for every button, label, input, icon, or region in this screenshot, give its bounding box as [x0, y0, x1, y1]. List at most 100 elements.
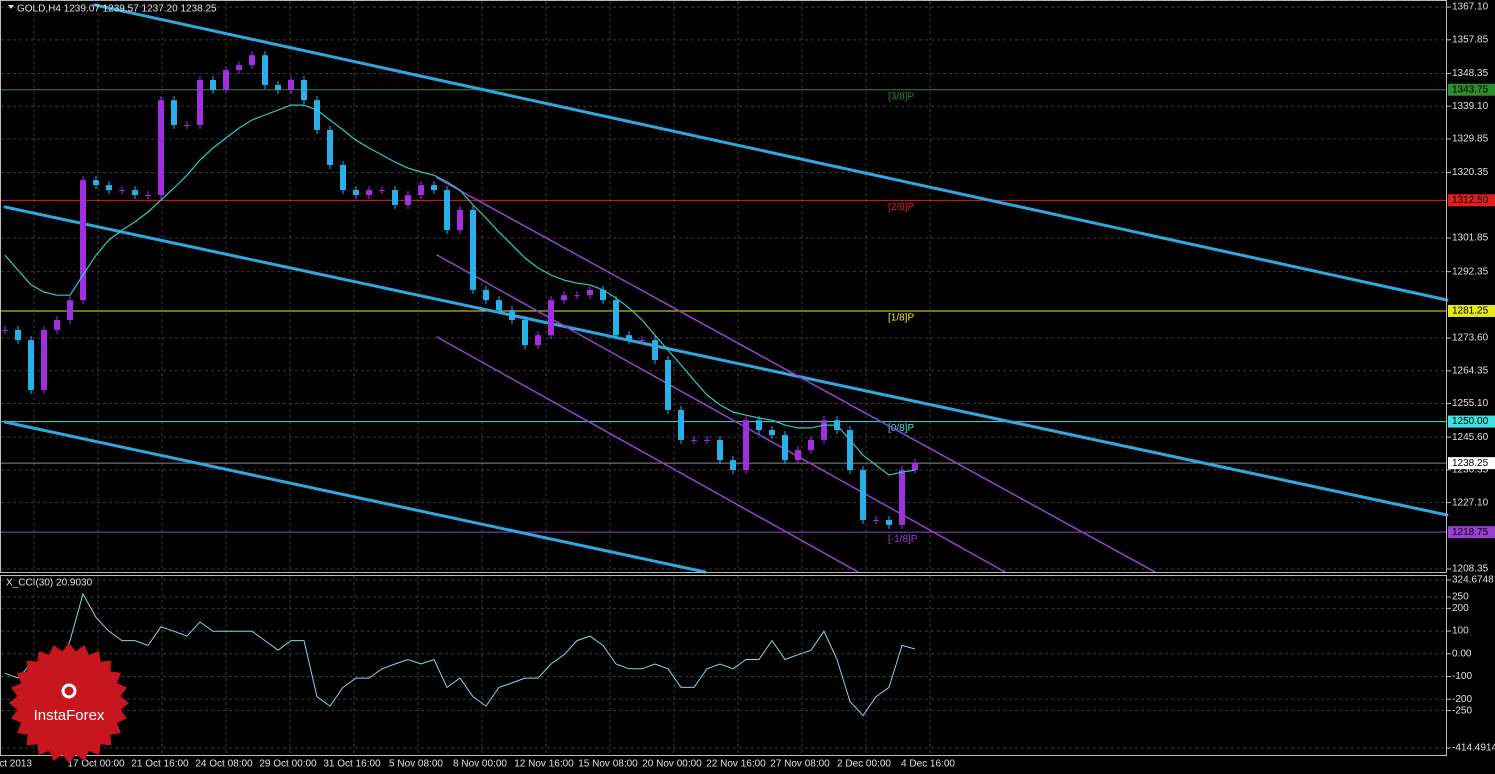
candle-body [782, 435, 788, 461]
candle-body [15, 329, 21, 341]
candle-body [665, 359, 671, 410]
candle-body [340, 164, 346, 191]
x-tick-label: 31 Oct 16:00 [323, 759, 381, 770]
logo-text: InstaForex [34, 707, 105, 724]
candle-body [691, 439, 697, 441]
level-price-label: 1281.25 [1452, 306, 1489, 317]
y-tick-label: 1208.35 [1452, 564, 1489, 575]
y-tick-label: -200 [1452, 694, 1472, 705]
candle-body [405, 195, 411, 205]
candle-body [288, 79, 294, 90]
menu-arrow[interactable] [8, 5, 14, 9]
candle-body [366, 190, 372, 196]
level-price-box [1448, 304, 1495, 317]
levels: [3/8]P [2/8]P [1/8]P [0/8]P [-1/8]P [1, 89, 1447, 545]
y-tick-label: -414.4914 [1452, 743, 1495, 754]
candle-body [457, 209, 463, 231]
candle-body [509, 310, 515, 320]
candle-body [132, 190, 138, 196]
channel-line [3, 420, 707, 574]
candle-body [262, 55, 268, 85]
logo: InstaForex [9, 643, 129, 763]
candle-body [236, 65, 242, 71]
regression-line [436, 254, 1006, 573]
candle-body [561, 295, 567, 301]
candle-body [847, 430, 853, 471]
x-tick-label: 2 Dec 00:00 [837, 759, 891, 770]
x-tick-label: 17 Oct 00:00 [67, 759, 125, 770]
logo-badge [9, 643, 129, 763]
candle-body [574, 295, 580, 297]
candle-body [639, 340, 645, 342]
current-price-box [1448, 457, 1495, 470]
moving-average [4, 104, 916, 476]
candle-body [613, 300, 619, 336]
candle-body [795, 449, 801, 461]
level-price-box [1448, 526, 1495, 539]
candle-body [184, 124, 190, 126]
x-tick-label: 20 Nov 00:00 [642, 759, 702, 770]
candle-body [522, 319, 528, 346]
y-tick-label: 100 [1452, 626, 1469, 637]
y-tick-label: 1236.35 [1452, 465, 1489, 476]
y-tick-label: 1227.10 [1452, 497, 1489, 508]
candle-body [548, 300, 554, 336]
current-price-label: 1238.25 [1452, 458, 1489, 469]
x-tick-label: 4 Dec 16:00 [901, 759, 955, 770]
candle-body [106, 185, 112, 191]
y-tick-label: 324.6748 [1452, 575, 1494, 586]
candle-body [392, 190, 398, 205]
candle-body [28, 340, 34, 391]
channel-line [3, 205, 1449, 517]
cci-title: X_CCI(30) 20.9030 [6, 578, 93, 589]
candle-body [2, 329, 8, 331]
y-tick-label: 0.00 [1452, 648, 1472, 659]
candle-body [171, 100, 177, 125]
level-price-label: 1312.50 [1452, 195, 1489, 206]
candle-body [587, 289, 593, 296]
candle-body [158, 100, 164, 196]
candle-body [600, 289, 606, 301]
y-tick-label: -100 [1452, 671, 1472, 682]
candle-body [431, 185, 437, 191]
level-text: [1/8]P [888, 313, 914, 324]
candle-body [327, 129, 333, 165]
candle-body [93, 180, 99, 186]
y-tick-label: 1264.35 [1452, 365, 1489, 376]
y-tick-label: 1348.35 [1452, 68, 1489, 79]
candle-body [67, 300, 73, 320]
x-tick-label: 22 Nov 16:00 [706, 759, 766, 770]
candle-body [41, 329, 47, 391]
level-price-label: 1250.00 [1452, 416, 1489, 427]
x-tick-label: 12 Nov 16:00 [514, 759, 574, 770]
candle-body [210, 79, 216, 90]
level-text: [-1/8]P [888, 534, 918, 545]
level-text: [0/8]P [888, 423, 914, 434]
candle-body [119, 190, 125, 192]
y-tick-label: 1301.85 [1452, 233, 1489, 244]
y-tick-label: 1320.35 [1452, 167, 1489, 178]
regression-line [436, 336, 859, 573]
level-price-label: 1218.75 [1452, 527, 1489, 538]
logo-icon [61, 683, 77, 699]
candle-body [678, 409, 684, 440]
level-price-label: 1343.75 [1452, 84, 1489, 95]
candle-body [444, 190, 450, 231]
cci-line [4, 592, 916, 717]
candle-body [301, 79, 307, 101]
candle-body [223, 70, 229, 90]
x-tick-label: 24 Oct 08:00 [195, 759, 253, 770]
candle-body [860, 470, 866, 520]
candle-body [379, 190, 385, 192]
x-tick-label: 27 Nov 08:00 [770, 759, 830, 770]
price-panel-frame [0, 0, 1447, 573]
candle-body [808, 439, 814, 450]
candle-body [899, 470, 905, 525]
channel-line [93, 3, 1449, 302]
candle-body [652, 340, 658, 360]
trend-lines [3, 3, 1449, 574]
marks [2, 51, 918, 717]
regression-line [436, 177, 1156, 573]
y-tick-label: 1357.85 [1452, 34, 1489, 45]
